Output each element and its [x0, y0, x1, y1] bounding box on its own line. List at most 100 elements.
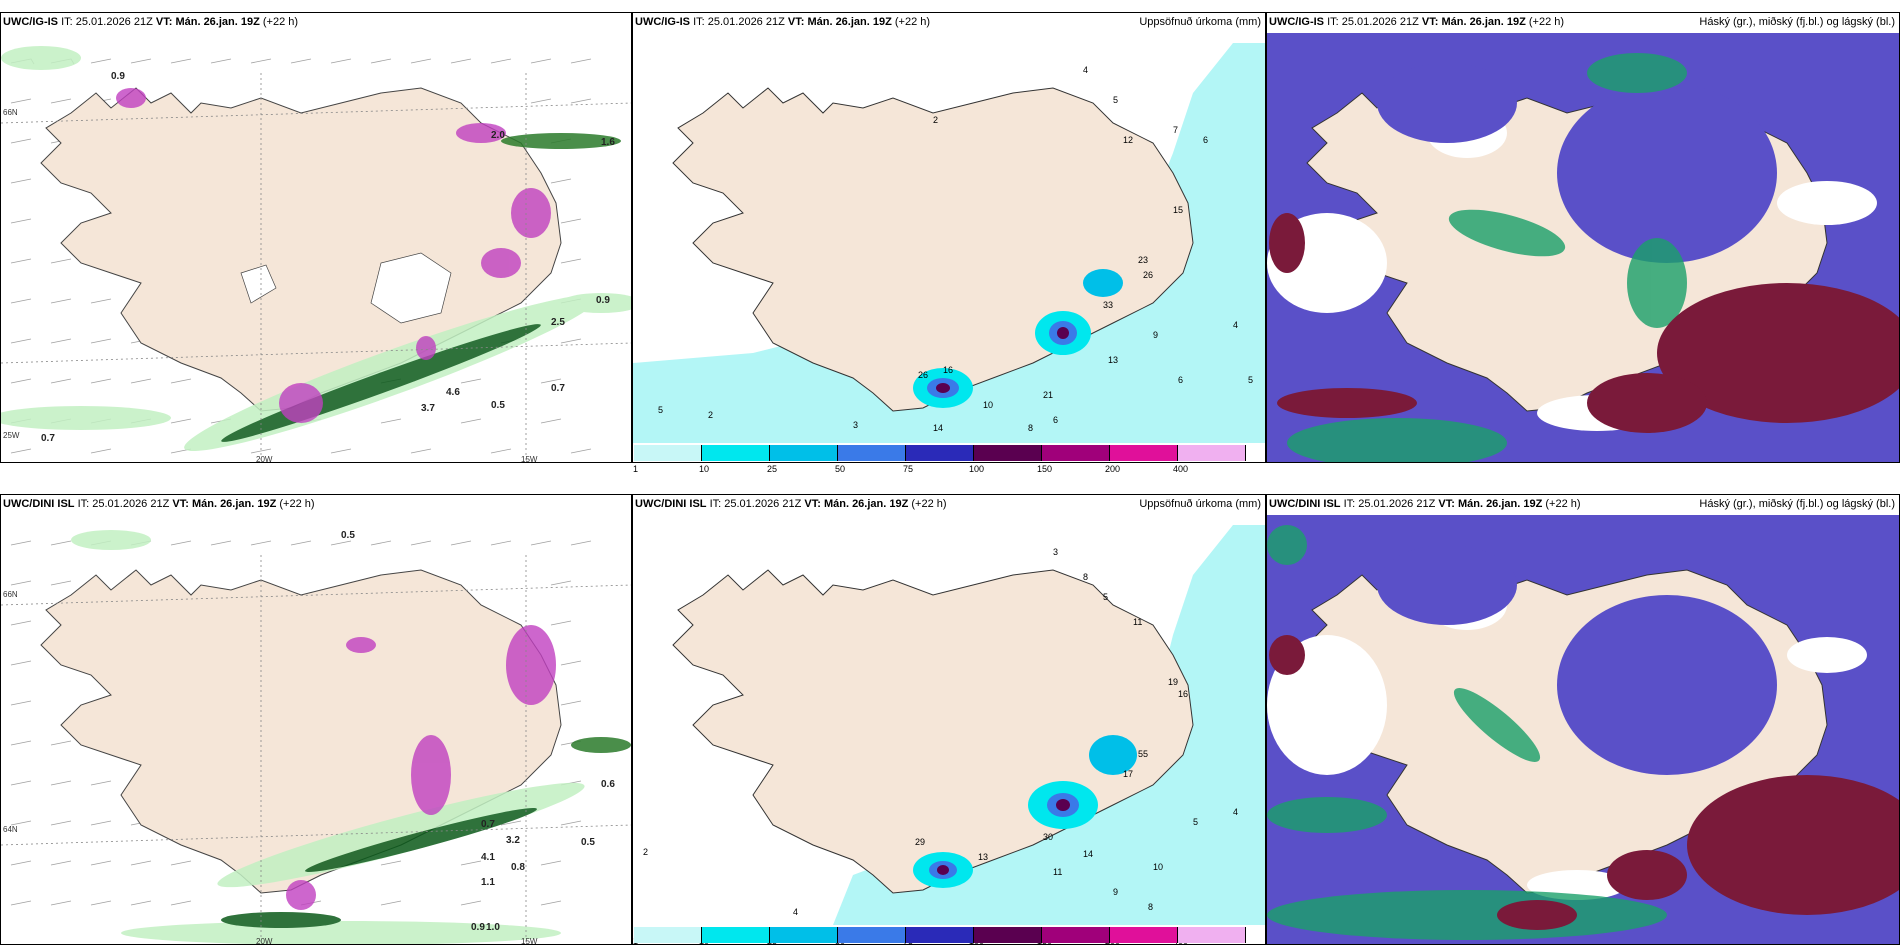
- svg-text:10: 10: [983, 400, 993, 410]
- lat-label-25w: 25W: [3, 431, 20, 440]
- svg-text:5: 5: [1103, 592, 1108, 602]
- svg-text:0.6: 0.6: [601, 779, 615, 790]
- svg-text:0.5: 0.5: [341, 530, 355, 541]
- svg-text:12: 12: [1123, 135, 1133, 145]
- graticule: [1, 73, 631, 462]
- svg-text:4: 4: [793, 907, 798, 917]
- precip-light-area: [833, 525, 1265, 925]
- svg-text:2: 2: [643, 847, 648, 857]
- high-cloud-blobs: [1267, 525, 1667, 940]
- svg-text:6: 6: [1178, 375, 1183, 385]
- panel-title: UWC/DINI ISL IT: 25.01.2026 21Z VT: Mán.…: [3, 498, 315, 510]
- legend-swatch: [634, 445, 702, 461]
- green-precip-areas: [71, 530, 631, 944]
- magenta-snow-areas: [286, 625, 556, 910]
- value-labels: 3 8 5 11 19 16 55 17 30 14 11 9 8 13 29 …: [643, 547, 1238, 917]
- svg-text:55: 55: [1138, 749, 1148, 759]
- svg-text:2.5: 2.5: [551, 317, 565, 328]
- panel-title: UWC/IG-IS IT: 25.01.2026 21Z VT: Mán. 26…: [1269, 16, 1565, 28]
- svg-text:0.9: 0.9: [596, 295, 610, 306]
- svg-text:13: 13: [978, 852, 988, 862]
- svg-text:19: 19: [1168, 677, 1178, 687]
- lon-label-15w: 15W: [521, 937, 538, 945]
- value-labels: 4 2 5 7 6 12 15 23 26 33 9 13 21 10 6 8 …: [658, 65, 1253, 433]
- precip-color-legend: [634, 927, 1246, 943]
- map-panel-dini-clouds: UWC/DINI ISL IT: 25.01.2026 21Z VT: Mán.…: [1266, 494, 1900, 945]
- svg-text:3: 3: [1053, 547, 1058, 557]
- svg-text:5: 5: [1113, 95, 1118, 105]
- svg-text:14: 14: [1083, 849, 1093, 859]
- svg-text:4.6: 4.6: [446, 387, 460, 398]
- svg-text:1.1: 1.1: [481, 877, 495, 888]
- svg-text:5: 5: [658, 405, 663, 415]
- svg-text:13: 13: [1108, 355, 1118, 365]
- svg-text:7: 7: [1173, 125, 1178, 135]
- lon-label-20w: 20W: [256, 937, 273, 945]
- svg-text:1.6: 1.6: [601, 137, 615, 148]
- map-canvas: [1267, 33, 1899, 462]
- magenta-snow-areas: [116, 88, 551, 423]
- map-canvas: 0.9 1.6 2.0 2.5 3.7 4.6 0.9 0.7 0.5 0.7: [1, 33, 631, 462]
- legend-swatch: [1178, 927, 1246, 943]
- svg-text:4: 4: [1083, 65, 1088, 75]
- legend-swatch: [906, 927, 974, 943]
- svg-text:16: 16: [943, 365, 953, 375]
- svg-text:0.9: 0.9: [471, 922, 485, 933]
- map-canvas: 0.5 0.7 0.8 1.1 0.6 0.9 1.0 3.2 4.1 0.5: [1, 515, 631, 944]
- graticule: [1, 555, 631, 944]
- lon-label-20w: 20W: [256, 455, 273, 463]
- svg-text:14: 14: [933, 423, 943, 433]
- legend-swatch: [634, 927, 702, 943]
- svg-text:26: 26: [1143, 270, 1153, 280]
- low-cloud-blobs: [1269, 213, 1899, 433]
- high-cloud-blobs: [1287, 53, 1687, 462]
- svg-text:26: 26: [918, 370, 928, 380]
- svg-text:9: 9: [1113, 887, 1118, 897]
- svg-text:4: 4: [1233, 320, 1238, 330]
- precip-color-legend: [634, 445, 1246, 461]
- svg-text:23: 23: [1138, 255, 1148, 265]
- svg-text:11: 11: [1133, 617, 1142, 627]
- svg-text:4: 4: [1233, 807, 1238, 817]
- svg-text:17: 17: [1123, 769, 1133, 779]
- svg-text:6: 6: [1053, 415, 1058, 425]
- legend-swatch: [838, 927, 906, 943]
- svg-text:8: 8: [1148, 902, 1153, 912]
- map-panel-igis-precip: UWC/IG-IS IT: 25.01.2026 21Z VT: Mán. 26…: [632, 12, 1266, 463]
- map-panel-igis-wind: UWC/IG-IS IT: 25.01.2026 21Z VT: Mán. 26…: [0, 12, 632, 463]
- value-labels: 0.9 1.6 2.0 2.5 3.7 4.6 0.9 0.7 0.5 0.7: [41, 71, 615, 444]
- legend-swatch: [1110, 445, 1178, 461]
- svg-text:0.7: 0.7: [481, 819, 495, 830]
- white-areas: [240, 252, 452, 324]
- svg-text:21: 21: [1043, 390, 1053, 400]
- panel-title: UWC/IG-IS IT: 25.01.2026 21Z VT: Mán. 26…: [3, 16, 299, 28]
- heavy-precip-cores: [913, 269, 1123, 408]
- svg-text:33: 33: [1103, 300, 1113, 310]
- panel-title: UWC/IG-IS IT: 25.01.2026 21Z VT: Mán. 26…: [635, 16, 931, 28]
- legend-swatch: [1042, 927, 1110, 943]
- svg-text:9: 9: [1153, 330, 1158, 340]
- legend-swatch: [770, 927, 838, 943]
- legend-swatch: [1178, 445, 1246, 461]
- low-cloud-blobs: [1269, 635, 1899, 930]
- svg-text:2: 2: [933, 115, 938, 125]
- heavy-precip-cores: [913, 735, 1137, 888]
- svg-text:0.9: 0.9: [111, 71, 125, 82]
- precip-light-area: [633, 43, 1265, 443]
- svg-text:0.5: 0.5: [491, 400, 505, 411]
- legend-swatch: [974, 927, 1042, 943]
- svg-text:3.7: 3.7: [421, 403, 435, 414]
- mid-cloud-blobs: [1377, 545, 1777, 775]
- svg-text:15: 15: [1173, 205, 1183, 215]
- svg-text:5: 5: [1248, 375, 1253, 385]
- svg-text:5: 5: [1193, 817, 1198, 827]
- svg-text:11: 11: [1053, 867, 1062, 877]
- panel-subtitle: Uppsöfnuð úrkoma (mm): [1139, 16, 1261, 28]
- svg-text:0.7: 0.7: [41, 433, 55, 444]
- legend-swatch: [974, 445, 1042, 461]
- map-canvas: 3 8 5 11 19 16 55 17 30 14 11 9 8 13 29 …: [633, 515, 1265, 925]
- svg-text:30: 30: [1043, 832, 1053, 842]
- panel-subtitle: Háský (gr.), miðský (fj.bl.) og lágský (…: [1699, 16, 1895, 28]
- map-panel-dini-wind: UWC/DINI ISL IT: 25.01.2026 21Z VT: Mán.…: [0, 494, 632, 945]
- svg-text:0.7: 0.7: [551, 383, 565, 394]
